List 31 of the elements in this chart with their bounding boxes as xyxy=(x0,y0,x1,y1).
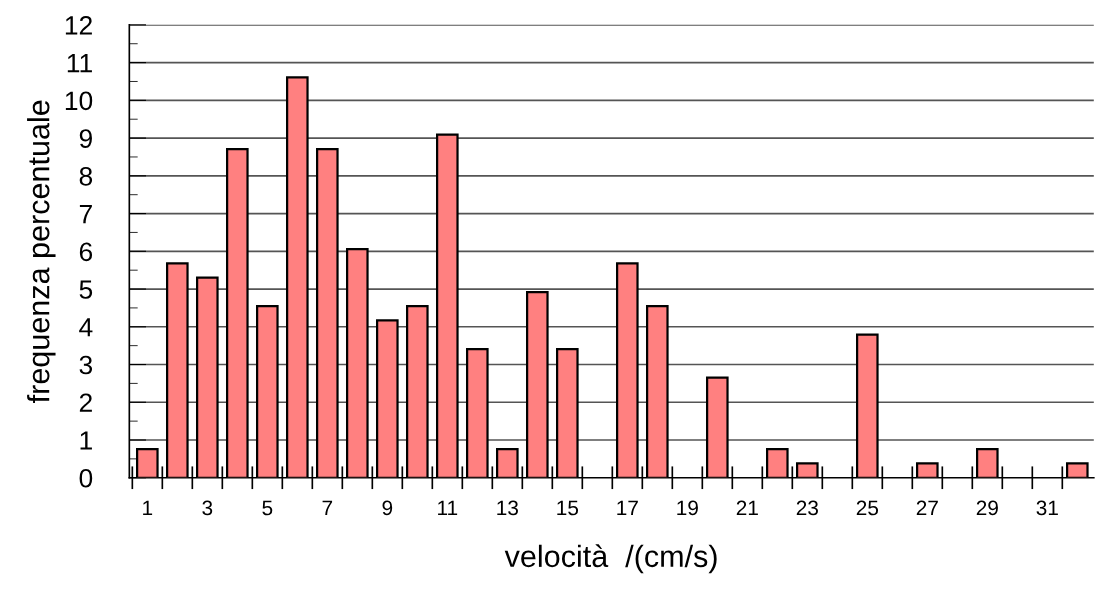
x-tick-label: 19 xyxy=(677,500,698,516)
x-axis-title: velocità /(cm/s) xyxy=(504,544,717,574)
y-tick-label: 12 xyxy=(65,16,92,35)
x-tick-label: 15 xyxy=(557,500,579,516)
y-tick-label: 9 xyxy=(79,129,92,148)
y-tick-label: 5 xyxy=(79,280,93,299)
y-tick-label: 1 xyxy=(80,431,92,450)
y-tick-label: 8 xyxy=(79,166,93,186)
y-tick-label: 7 xyxy=(79,204,92,224)
y-tick-label: 3 xyxy=(79,355,93,375)
x-tick-label: 5 xyxy=(262,500,273,516)
x-tick-label: 31 xyxy=(1036,500,1058,516)
x-tick-label: 25 xyxy=(856,500,879,516)
x-tick-label: 9 xyxy=(382,500,393,516)
x-tick-label: 3 xyxy=(202,500,213,516)
x-tick-label: 27 xyxy=(916,500,938,516)
y-tick-label: 10 xyxy=(65,91,93,111)
y-tick-label: 6 xyxy=(79,242,93,262)
x-tick-label: 29 xyxy=(976,500,998,516)
y-tick-label: 2 xyxy=(79,393,92,412)
x-tick-label: 13 xyxy=(497,500,518,516)
y-tick-label: 4 xyxy=(79,318,93,337)
x-tick-label: 1 xyxy=(143,500,153,516)
y-tick-label: 0 xyxy=(79,468,93,488)
x-tick-label: 17 xyxy=(617,500,638,516)
x-tick-label: 21 xyxy=(736,500,758,516)
x-tick-label: 23 xyxy=(796,500,818,516)
y-axis-title: frequenza percentuale xyxy=(27,100,56,403)
x-tick-label: 7 xyxy=(322,500,333,516)
y-tick-label: 11 xyxy=(67,54,92,73)
x-tick-label: 11 xyxy=(438,500,458,516)
